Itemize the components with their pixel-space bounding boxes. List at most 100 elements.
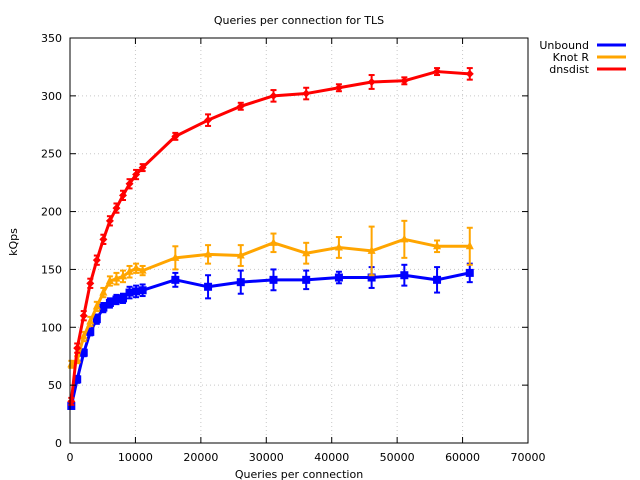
unbound-point bbox=[112, 295, 121, 304]
y-tick-label: 200 bbox=[41, 206, 62, 219]
unbound-point bbox=[236, 278, 245, 287]
x-tick-label: 30000 bbox=[249, 451, 284, 464]
dnsdist-point bbox=[105, 216, 114, 225]
legend-label: dnsdist bbox=[549, 63, 589, 76]
legend-label: Knot R bbox=[553, 51, 590, 64]
legend-entry-dnsdist: dnsdist bbox=[549, 63, 626, 76]
unbound-point bbox=[367, 273, 376, 282]
series-dnsdist bbox=[67, 67, 474, 406]
dnsdist-point bbox=[367, 77, 376, 86]
knot-r-point bbox=[92, 301, 101, 310]
chart-title: Queries per connection for TLS bbox=[214, 14, 384, 27]
plot-frame bbox=[69, 37, 529, 444]
dnsdist-point bbox=[118, 191, 127, 200]
dnsdist-point bbox=[92, 256, 101, 265]
knot-r-point bbox=[465, 241, 474, 250]
dnsdist-point bbox=[302, 89, 311, 98]
knot-r-point bbox=[334, 242, 343, 251]
x-tick-label: 20000 bbox=[183, 451, 218, 464]
unbound-point bbox=[99, 303, 108, 312]
knot-r-point bbox=[125, 266, 134, 275]
y-axis-label: kQps bbox=[7, 228, 20, 256]
dnsdist-point bbox=[204, 116, 213, 125]
dnsdist-point bbox=[465, 69, 474, 78]
knot-r-point bbox=[236, 250, 245, 259]
dnsdist-point bbox=[433, 67, 442, 76]
y-tick-label: 150 bbox=[41, 263, 62, 276]
x-axis-label: Queries per connection bbox=[235, 468, 363, 480]
grid-layer bbox=[70, 38, 528, 443]
series-line-knot-r bbox=[69, 237, 472, 366]
x-tick-label: 50000 bbox=[380, 451, 415, 464]
y-tick-label: 0 bbox=[55, 437, 62, 450]
series-knot-r bbox=[67, 219, 474, 369]
dnsdist-point bbox=[132, 170, 141, 179]
legend-entry-unbound: Unbound bbox=[539, 39, 626, 52]
y-tick-label: 300 bbox=[41, 90, 62, 103]
dnsdist-point bbox=[99, 235, 108, 244]
x-tick-label: 60000 bbox=[445, 451, 480, 464]
tick-layer: 0 10000 20000 30000 40000 50000 60000 70000 0 50 1… bbox=[41, 32, 546, 464]
dnsdist-point bbox=[171, 132, 180, 141]
unbound-point bbox=[204, 282, 213, 291]
unbound-point bbox=[334, 273, 343, 282]
legend-label: Unbound bbox=[539, 39, 589, 52]
x-tick-label: 0 bbox=[67, 451, 74, 464]
knot-r-point bbox=[99, 287, 108, 296]
dnsdist-point bbox=[79, 311, 88, 320]
knot-r-point bbox=[400, 234, 409, 243]
x-tick-label: 40000 bbox=[314, 451, 349, 464]
dnsdist-point bbox=[269, 91, 278, 100]
knot-r-point bbox=[269, 237, 278, 246]
knot-r-point bbox=[118, 271, 127, 280]
unbound-point bbox=[73, 375, 82, 384]
dnsdist-point bbox=[334, 83, 343, 92]
dnsdist-point bbox=[86, 279, 95, 288]
x-tick-label: 10000 bbox=[118, 451, 153, 464]
unbound-point bbox=[433, 275, 442, 284]
knot-r-point bbox=[132, 263, 141, 272]
y-tick-label: 50 bbox=[48, 379, 62, 392]
unbound-point bbox=[132, 287, 141, 296]
unbound-point bbox=[269, 275, 278, 284]
knot-r-point bbox=[367, 245, 376, 254]
knot-r-point bbox=[171, 252, 180, 261]
legend-entry-knot-r: Knot R bbox=[553, 51, 626, 64]
unbound-point bbox=[67, 401, 76, 410]
dnsdist-point bbox=[73, 344, 82, 353]
unbound-point bbox=[465, 268, 474, 277]
knot-r-point bbox=[204, 249, 213, 258]
unbound-point bbox=[400, 271, 409, 280]
unbound-point bbox=[125, 288, 134, 297]
unbound-point bbox=[92, 315, 101, 324]
knot-r-point bbox=[67, 359, 76, 368]
unbound-point bbox=[86, 327, 95, 336]
unbound-point bbox=[79, 348, 88, 357]
dnsdist-point bbox=[236, 102, 245, 111]
y-tick-label: 250 bbox=[41, 148, 62, 161]
axis-layer bbox=[69, 37, 529, 444]
unbound-point bbox=[118, 294, 127, 303]
knot-r-point bbox=[79, 331, 88, 340]
dnsdist-point bbox=[400, 76, 409, 85]
series-layer bbox=[67, 67, 474, 410]
series-line-dnsdist bbox=[69, 70, 472, 403]
dnsdist-point bbox=[138, 163, 147, 172]
y-tick-label: 350 bbox=[41, 32, 62, 45]
knot-r-point bbox=[112, 273, 121, 282]
y-tick-label: 100 bbox=[41, 321, 62, 334]
series-unbound bbox=[67, 262, 474, 410]
unbound-point bbox=[105, 298, 114, 307]
unbound-point bbox=[302, 275, 311, 284]
unbound-point bbox=[138, 286, 147, 295]
knot-r-point bbox=[105, 276, 114, 284]
dnsdist-point bbox=[67, 397, 76, 406]
knot-r-point bbox=[302, 248, 311, 257]
x-tick-label: 70000 bbox=[511, 451, 546, 464]
knot-r-point bbox=[433, 241, 442, 250]
dnsdist-point bbox=[112, 204, 121, 213]
